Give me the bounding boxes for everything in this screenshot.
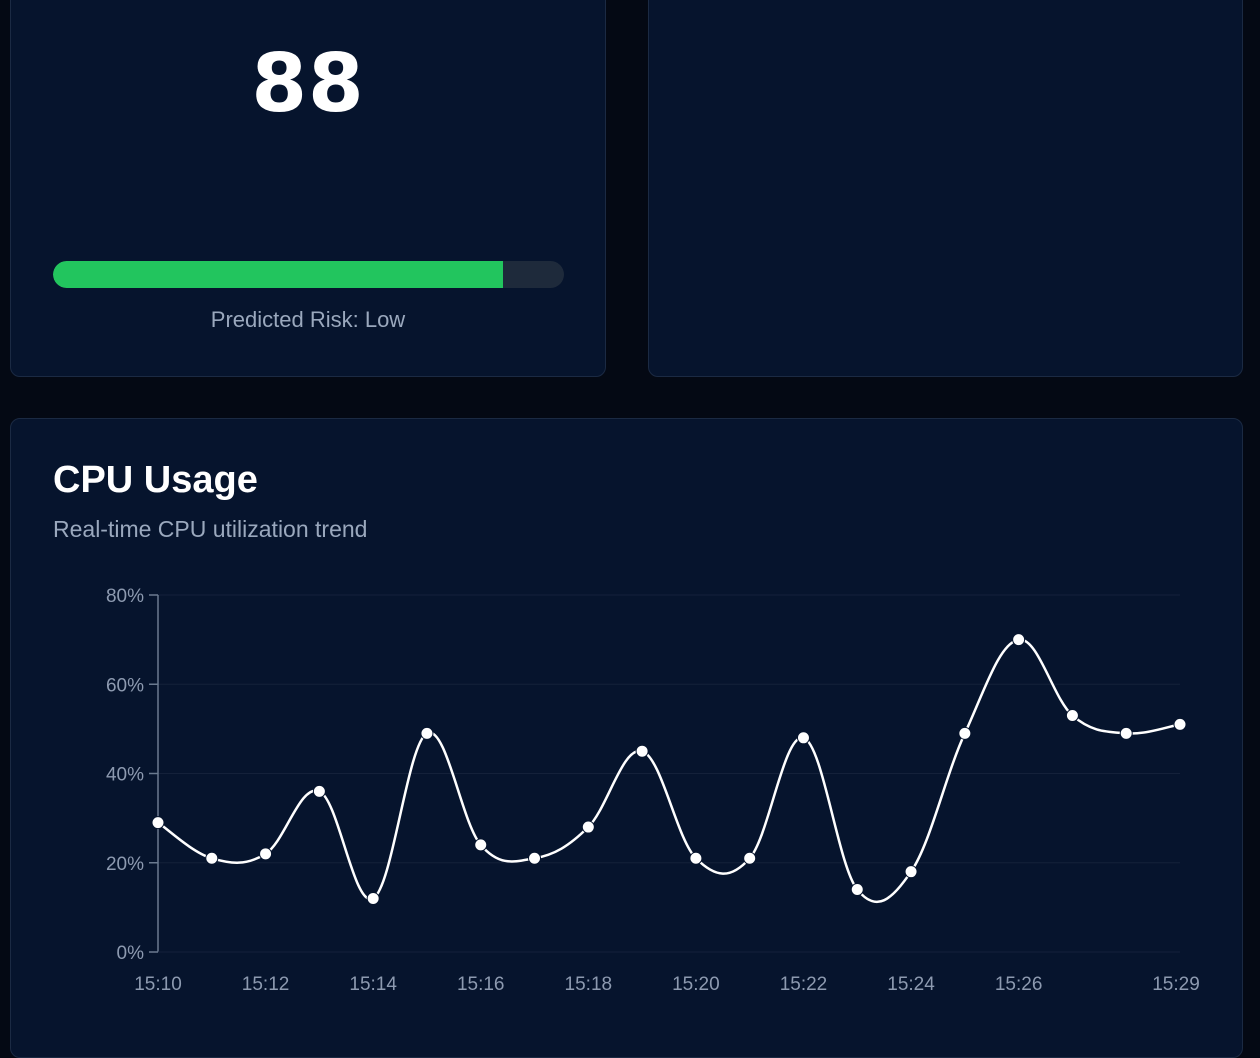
cpu-data-point	[635, 744, 649, 758]
cpu-data-point	[958, 726, 972, 740]
x-tick-label: 15:24	[887, 974, 935, 995]
cpu-data-point	[528, 851, 542, 865]
x-tick-label: 15:16	[457, 974, 505, 995]
cpu-data-point	[1065, 708, 1079, 722]
cpu-data-point	[1012, 633, 1026, 647]
cpu-data-point	[1173, 717, 1187, 731]
cpu-series-line	[157, 638, 1181, 903]
y-tick-label: 60%	[106, 675, 144, 696]
x-tick-label: 15:10	[134, 974, 182, 995]
x-tick-label: 15:26	[995, 974, 1043, 995]
y-tick-label: 0%	[117, 943, 145, 964]
cpu-usage-chart: 0% 20% 40% 60% 80% 15:10 15:12 15:14 15:16 15:18 1…	[106, 586, 1200, 995]
cpu-data-point	[420, 726, 434, 740]
cpu-data-point	[151, 816, 165, 830]
cpu-usage-title: CPU Usage	[53, 459, 258, 501]
risk-progress-bar	[53, 261, 564, 288]
cpu-data-point	[259, 847, 273, 861]
cpu-data-point	[689, 851, 703, 865]
risk-progress-fill	[53, 261, 503, 288]
x-tick-label: 15:14	[349, 974, 397, 995]
x-tick-label: 15:12	[242, 974, 290, 995]
cpu-data-point	[850, 883, 864, 897]
cpu-data-point	[743, 851, 757, 865]
score-card: 88 Predicted Risk: Low	[10, 0, 606, 377]
cpu-data-point	[904, 865, 918, 879]
cpu-data-point	[366, 891, 380, 905]
y-tick-label: 80%	[106, 586, 144, 607]
cpu-data-point	[312, 784, 326, 798]
cpu-data-point	[1119, 726, 1133, 740]
cpu-data-point	[205, 851, 219, 865]
x-tick-label: 15:29	[1152, 974, 1200, 995]
cpu-data-point	[474, 838, 488, 852]
predicted-risk-label: Predicted Risk: Low	[210, 307, 406, 332]
cpu-usage-subtitle: Real-time CPU utilization trend	[53, 516, 368, 542]
cpu-usage-card: CPU Usage Real-time CPU utilization tren…	[10, 418, 1243, 1058]
x-tick-label: 15:22	[780, 974, 828, 995]
empty-card	[648, 0, 1243, 377]
y-tick-label: 40%	[106, 765, 144, 786]
cpu-data-point	[796, 731, 810, 745]
score-value: 88	[251, 37, 365, 130]
y-tick-label: 20%	[106, 854, 144, 875]
x-tick-label: 15:20	[672, 974, 720, 995]
cpu-data-point	[581, 820, 595, 834]
x-tick-label: 15:18	[565, 974, 613, 995]
